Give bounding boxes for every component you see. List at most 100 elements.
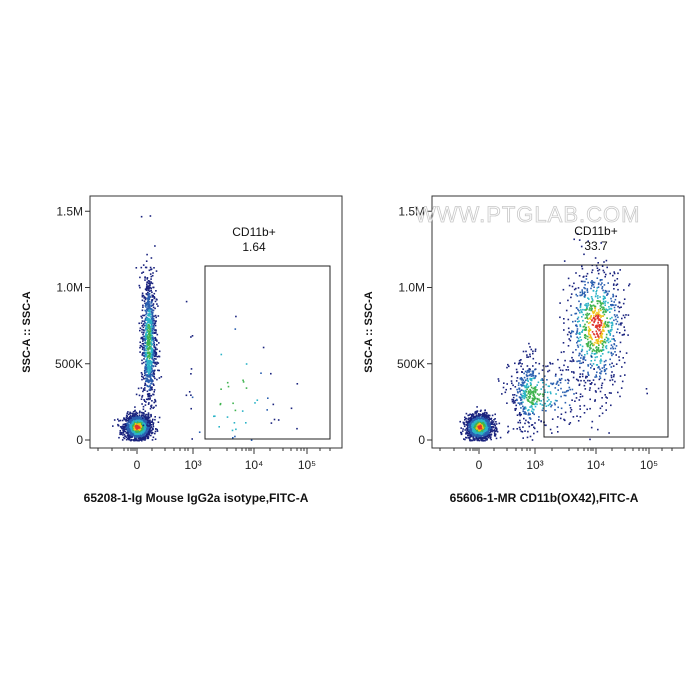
data-point — [472, 425, 474, 427]
data-point — [595, 313, 597, 315]
data-point — [572, 359, 574, 361]
data-point — [589, 343, 592, 346]
data-point — [516, 414, 519, 416]
data-point — [607, 301, 609, 304]
data-point — [157, 369, 159, 372]
data-point — [141, 375, 143, 378]
data-point — [484, 419, 486, 421]
data-point — [496, 428, 498, 431]
data-point — [148, 346, 151, 348]
data-point — [606, 294, 608, 296]
data-point — [475, 413, 477, 415]
data-point — [597, 297, 599, 299]
data-point — [478, 426, 480, 429]
data-point — [127, 424, 130, 426]
data-point — [151, 282, 154, 285]
data-point — [529, 378, 532, 381]
data-point — [148, 333, 151, 336]
data-point — [589, 329, 592, 331]
data-point — [137, 430, 139, 432]
data-point — [154, 418, 156, 421]
data-point — [485, 438, 487, 440]
data-point — [599, 314, 602, 317]
data-point — [148, 402, 150, 404]
data-point — [476, 406, 478, 408]
data-point — [550, 401, 552, 403]
data-point — [479, 423, 481, 425]
data-point — [566, 333, 569, 336]
data-point — [477, 420, 480, 423]
data-point — [148, 301, 150, 304]
data-point — [602, 311, 604, 314]
data-point — [145, 431, 148, 434]
data-point — [605, 259, 608, 262]
data-point — [588, 298, 590, 300]
data-point — [585, 335, 587, 337]
data-point — [153, 391, 155, 393]
data-point — [473, 431, 475, 433]
data-point — [256, 399, 259, 401]
data-point — [594, 309, 596, 312]
data-point — [583, 286, 585, 289]
data-point — [468, 429, 470, 431]
data-point — [139, 439, 141, 441]
data-point — [474, 430, 476, 432]
data-point — [531, 406, 533, 408]
data-point — [480, 423, 483, 426]
data-point — [526, 370, 529, 372]
data-point — [533, 427, 536, 430]
data-point — [266, 409, 268, 411]
data-point — [150, 321, 153, 324]
data-point — [137, 425, 139, 428]
data-point — [154, 347, 157, 349]
data-point — [144, 276, 146, 278]
data-point — [600, 358, 602, 361]
data-point — [146, 369, 149, 371]
data-point — [538, 372, 540, 375]
data-point — [628, 283, 631, 285]
data-point — [515, 407, 517, 410]
data-point — [464, 419, 466, 421]
data-point — [578, 275, 581, 277]
data-point — [141, 331, 143, 334]
data-point — [580, 362, 583, 364]
data-point — [588, 336, 591, 339]
data-point — [218, 426, 220, 428]
data-point — [470, 416, 472, 419]
data-point — [141, 362, 143, 365]
data-point — [584, 328, 587, 331]
data-point — [137, 387, 140, 390]
data-point — [567, 378, 569, 381]
data-point — [593, 286, 595, 288]
data-point — [583, 309, 586, 311]
data-point — [156, 333, 159, 336]
data-point — [134, 429, 136, 431]
data-point — [534, 405, 537, 408]
data-point — [597, 339, 599, 341]
scatter-points — [112, 215, 299, 442]
data-point — [492, 429, 494, 432]
data-point — [463, 423, 466, 426]
data-point — [462, 428, 464, 430]
data-point — [152, 360, 155, 363]
data-point — [568, 423, 571, 425]
data-point — [613, 288, 615, 290]
data-point — [484, 428, 486, 431]
data-point — [147, 360, 150, 363]
data-point — [579, 306, 582, 309]
data-point — [585, 275, 588, 277]
data-point — [531, 370, 534, 373]
data-point — [138, 417, 140, 420]
data-point — [584, 359, 587, 361]
data-point — [465, 420, 468, 422]
data-point — [143, 426, 146, 429]
data-point — [586, 289, 589, 292]
data-point — [138, 419, 141, 422]
data-point — [612, 365, 615, 367]
data-point — [579, 331, 581, 334]
data-point — [465, 436, 467, 439]
data-point — [628, 284, 630, 287]
data-point — [141, 373, 143, 376]
data-point — [487, 423, 489, 426]
data-point — [603, 364, 606, 367]
